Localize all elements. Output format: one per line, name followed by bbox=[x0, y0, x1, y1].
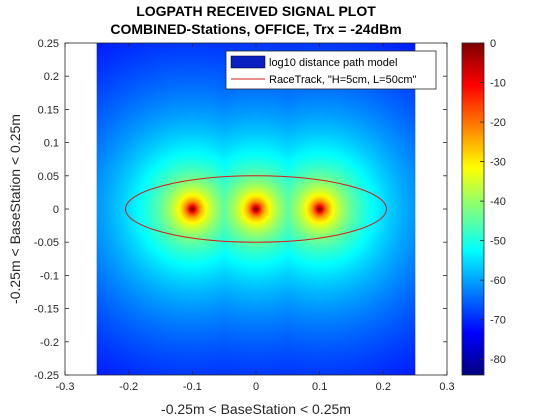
colorbar-tick-label: 0 bbox=[490, 38, 496, 50]
colorbar-frame bbox=[461, 42, 485, 376]
y-axis-label: -0.25m < BaseStation < 0.25m bbox=[7, 114, 23, 304]
colorbar-tick-label: -10 bbox=[490, 78, 506, 90]
y-tick-label: -0.1 bbox=[40, 270, 59, 282]
chart-title: LOGPATH RECEIVED SIGNAL PLOT bbox=[136, 3, 376, 19]
colorbar-tick-label: -20 bbox=[490, 117, 506, 129]
y-tick-label: -0.05 bbox=[34, 237, 59, 249]
racetrack-ellipse bbox=[124, 175, 388, 243]
legend-label-path-model: log10 distance path model bbox=[269, 57, 397, 69]
legend-label-racetrack: RaceTrack, "H=5cm, L=50cm" bbox=[269, 74, 416, 86]
colorbar-tick-label: -70 bbox=[490, 315, 506, 327]
y-tick-label: 0.15 bbox=[38, 104, 59, 116]
colorbar-gradient bbox=[462, 43, 484, 375]
legend: log10 distance path model RaceTrack, "H=… bbox=[225, 50, 437, 90]
colorbar-tick-label: -60 bbox=[490, 275, 506, 287]
x-tick-label: 0.3 bbox=[439, 381, 454, 393]
x-tick-label: 0 bbox=[253, 381, 259, 393]
colorbar: 0 -10 -20 -30 -40 -50 -60 -70 -80 bbox=[461, 38, 506, 376]
colorbar-tick-label: -80 bbox=[490, 354, 506, 366]
signal-heatmap bbox=[96, 43, 416, 375]
y-tick-label: 0.1 bbox=[44, 138, 59, 150]
y-tick-label: 0.2 bbox=[44, 71, 59, 83]
x-tick-label: 0.1 bbox=[312, 381, 327, 393]
x-tick-label: -0.1 bbox=[183, 381, 202, 393]
y-tick-label: 0 bbox=[53, 204, 59, 216]
y-tick-label: -0.25 bbox=[34, 370, 59, 382]
chart-subtitle: COMBINED-Stations, OFFICE, Trx = -24dBm bbox=[110, 21, 401, 37]
legend-patch-path-model bbox=[230, 55, 266, 69]
colorbar-tick-label: -40 bbox=[490, 196, 506, 208]
plot-area: -0.3 -0.2 -0.1 0 0.1 0.2 0.3 -0.25 -0.2 -0.15 -0.… bbox=[34, 38, 455, 393]
y-tick-label: -0.2 bbox=[40, 337, 59, 349]
y-tick-label: -0.15 bbox=[34, 304, 59, 316]
x-tick-label: -0.2 bbox=[119, 381, 138, 393]
colorbar-tick-label: -50 bbox=[490, 236, 506, 248]
x-tick-label: 0.2 bbox=[376, 381, 391, 393]
x-tick-label: -0.3 bbox=[56, 381, 75, 393]
y-tick-label: 0.25 bbox=[38, 38, 59, 50]
y-tick-label: 0.05 bbox=[38, 171, 59, 183]
colorbar-tick-label: -30 bbox=[490, 157, 506, 169]
x-axis-label: -0.25m < BaseStation < 0.25m bbox=[161, 401, 351, 417]
